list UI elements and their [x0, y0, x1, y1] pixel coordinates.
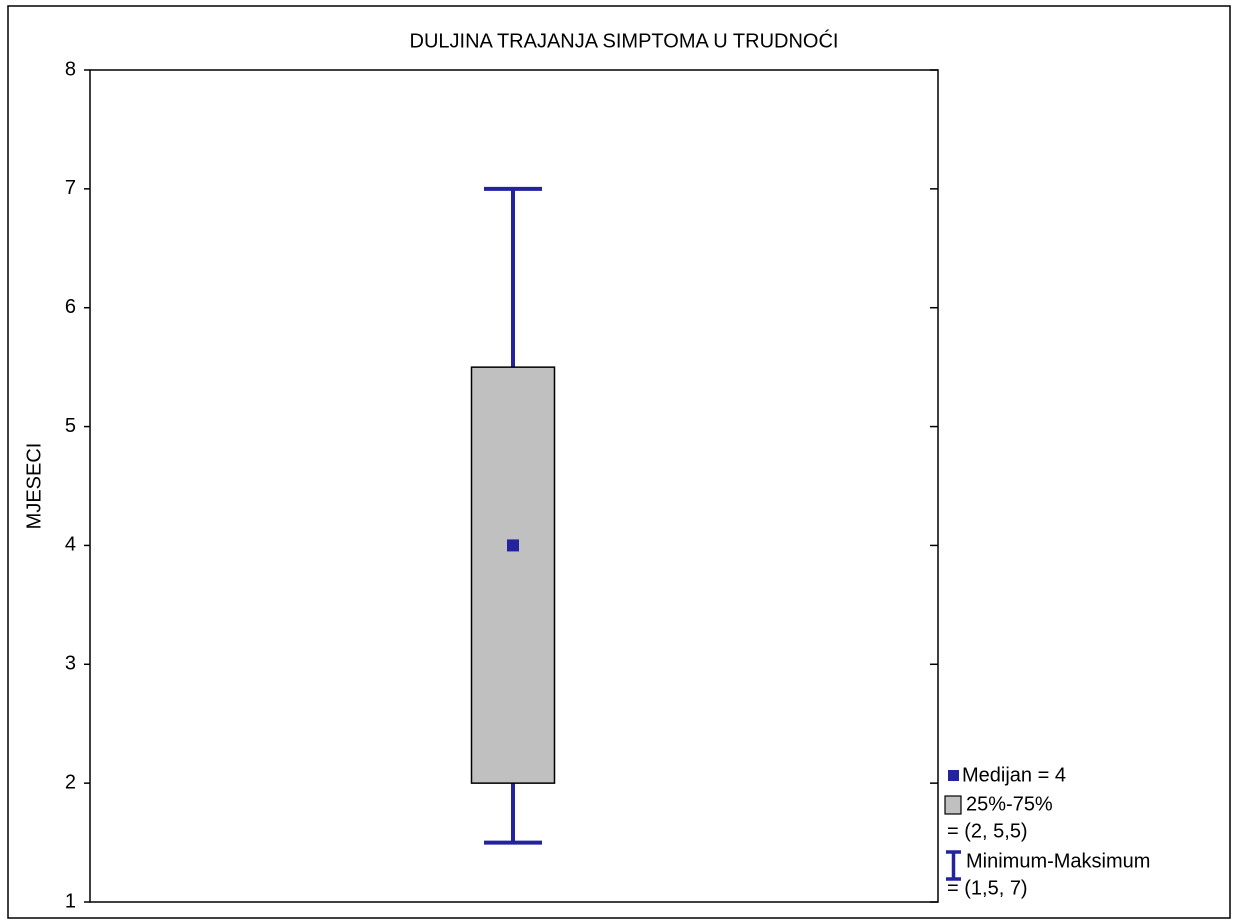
y-tick-label: 4 — [65, 534, 76, 556]
legend-whisker-icon — [946, 850, 961, 881]
y-tick-label: 1 — [65, 890, 76, 912]
legend-text: Medijan = 4 — [962, 764, 1066, 786]
legend-box-icon — [944, 795, 962, 815]
y-tick-label: 3 — [65, 653, 76, 675]
y-tick-label: 6 — [65, 296, 76, 318]
plot-area — [89, 69, 939, 903]
y-tick-label: 5 — [65, 415, 76, 437]
y-tick-label: 7 — [65, 177, 76, 199]
box — [470, 366, 556, 784]
y-tick-label: 8 — [65, 58, 76, 80]
chart-title: DULJINA TRAJANJA SIMPTOMA U TRUDNOĆI — [410, 29, 839, 52]
y-tick-label: 2 — [65, 771, 76, 793]
legend-text: 25%-75% — [966, 793, 1053, 815]
legend-median-icon — [948, 770, 959, 781]
legend-text: = (2, 5,5) — [947, 820, 1028, 842]
legend-text: = (1,5, 7) — [947, 877, 1028, 899]
legend-text: Minimum-Maksimum — [966, 850, 1150, 872]
frame — [7, 5, 1231, 919]
y-axis-label: MJESECI — [23, 443, 45, 530]
median — [507, 539, 519, 552]
